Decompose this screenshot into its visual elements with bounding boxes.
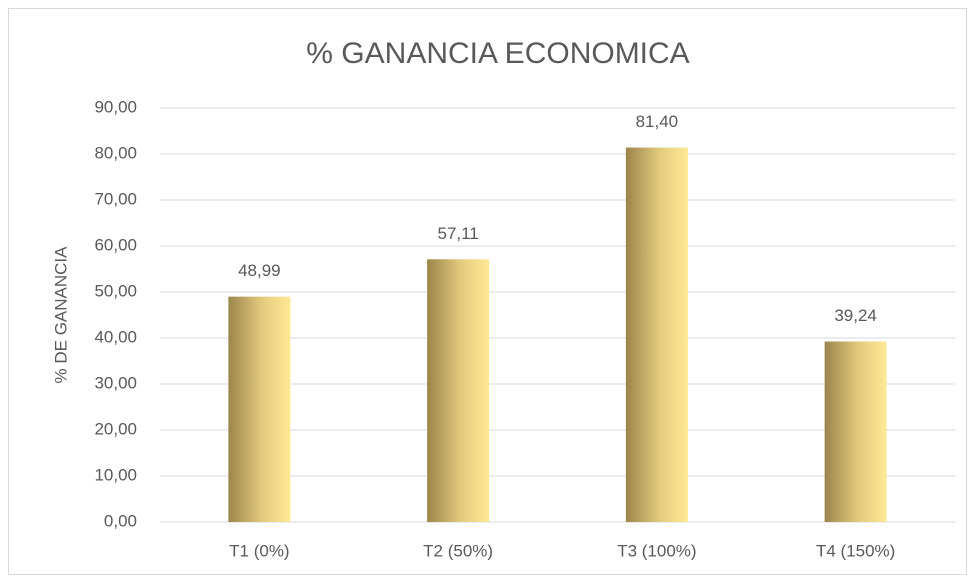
y-tick-label: 10,00 — [94, 465, 137, 484]
bar — [427, 259, 490, 522]
bar — [625, 147, 688, 522]
y-tick-label: 80,00 — [94, 143, 137, 162]
y-tick-label: 20,00 — [94, 419, 137, 438]
data-label: 48,99 — [238, 261, 281, 280]
y-tick-label: 30,00 — [94, 373, 137, 392]
x-tick-label: T1 (0%) — [229, 541, 289, 560]
x-tick-label: T2 (50%) — [423, 541, 493, 560]
y-tick-label: 0,00 — [104, 511, 137, 530]
y-axis-label: % DE GANANCIA — [51, 246, 70, 384]
x-tick-label: T4 (150%) — [816, 541, 895, 560]
bar — [824, 341, 887, 522]
y-tick-label: 50,00 — [94, 281, 137, 300]
bar — [228, 296, 291, 522]
chart-title: % GANANCIA ECONOMICA — [306, 37, 689, 70]
data-label: 81,40 — [636, 112, 679, 131]
data-label: 57,11 — [437, 224, 478, 243]
y-tick-label: 70,00 — [94, 189, 137, 208]
y-tick-label: 40,00 — [94, 327, 137, 346]
y-tick-label: 60,00 — [94, 235, 137, 254]
x-tick-label: T3 (100%) — [617, 541, 696, 560]
data-label: 39,24 — [834, 306, 877, 325]
y-tick-label: 90,00 — [94, 97, 137, 116]
